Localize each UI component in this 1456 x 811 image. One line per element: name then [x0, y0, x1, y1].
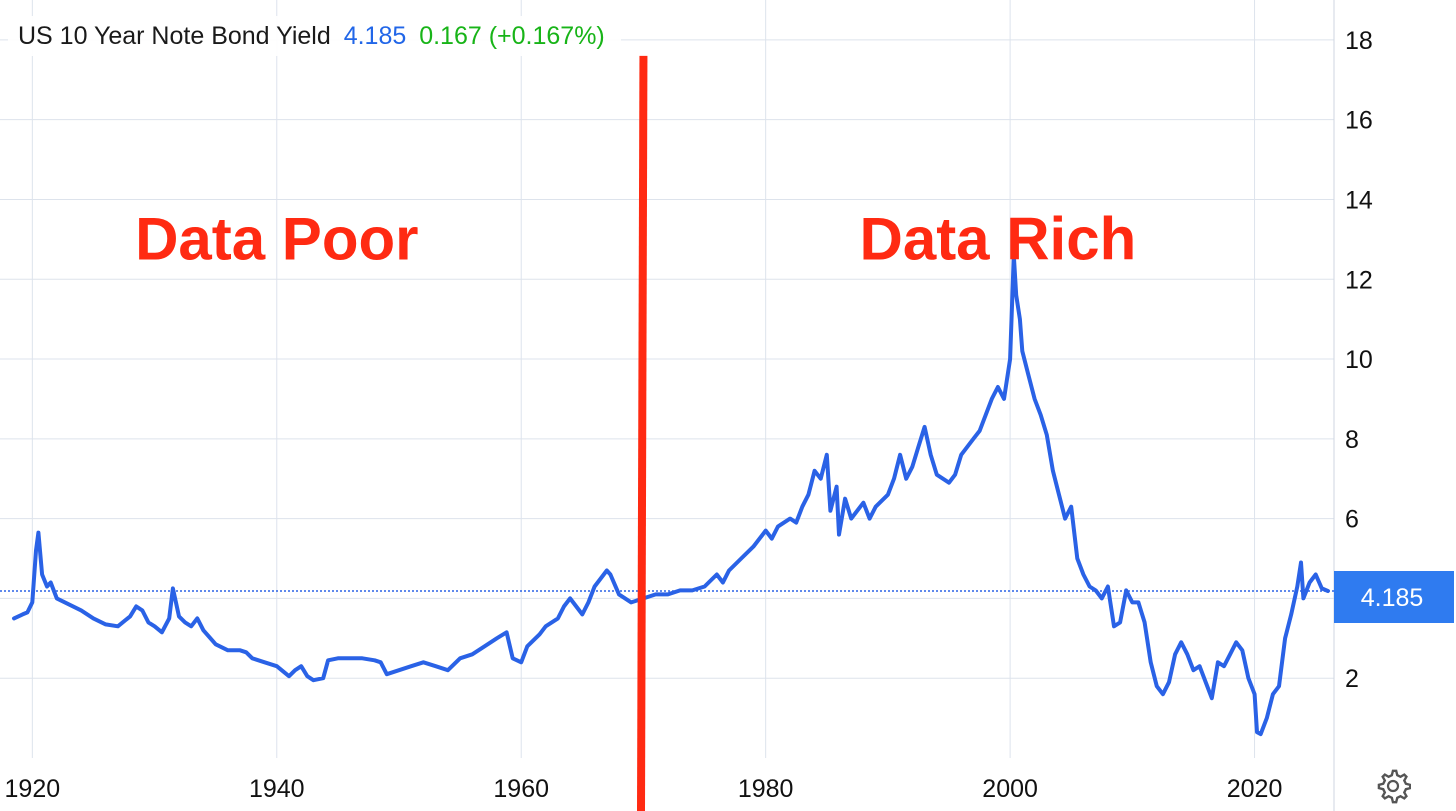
annotation-label: Data Poor: [135, 205, 418, 272]
x-tick-label: 1940: [249, 775, 305, 803]
y-tick-label: 16: [1345, 107, 1373, 135]
y-tick-label: 18: [1345, 27, 1373, 55]
y-tick-label: 2: [1345, 665, 1359, 693]
x-tick-label: 2020: [1227, 775, 1283, 803]
gear-icon[interactable]: [1375, 768, 1412, 804]
grid-layer: [0, 0, 1334, 758]
last-value-badge-text: 4.185: [1361, 584, 1424, 612]
last-value-badge-bg: [1334, 571, 1454, 623]
last-value: 4.185: [343, 22, 407, 50]
x-tick-label: 1960: [493, 775, 549, 803]
annotations: Data Poor Data Rich: [135, 205, 1136, 272]
y-tick-label: 14: [1345, 186, 1373, 214]
chart-title: US 10 Year Note Bond Yield: [18, 22, 331, 50]
y-axis-ticks: 24681012141618: [1345, 27, 1373, 693]
x-axis-ticks: 1920 1940 1960 1980 2000 2020: [5, 775, 1283, 803]
series-line-us10y: [12, 253, 1330, 737]
chart-header: US 10 Year Note Bond Yield 4.185 0.167 (…: [8, 16, 621, 56]
x-tick-label: 1920: [5, 775, 61, 803]
x-tick-label: 2000: [982, 775, 1038, 803]
divider-line: [637, 55, 648, 811]
change-value: 0.167 (+0.167%): [419, 22, 605, 50]
y-tick-label: 6: [1345, 506, 1359, 534]
y-tick-label: 12: [1345, 266, 1373, 294]
y-tick-label: 8: [1345, 426, 1359, 454]
last-value-badge: 4.185: [1334, 571, 1454, 623]
x-tick-label: 1980: [738, 775, 794, 803]
annotation-label: Data Rich: [860, 205, 1137, 272]
y-tick-label: 10: [1345, 346, 1373, 374]
